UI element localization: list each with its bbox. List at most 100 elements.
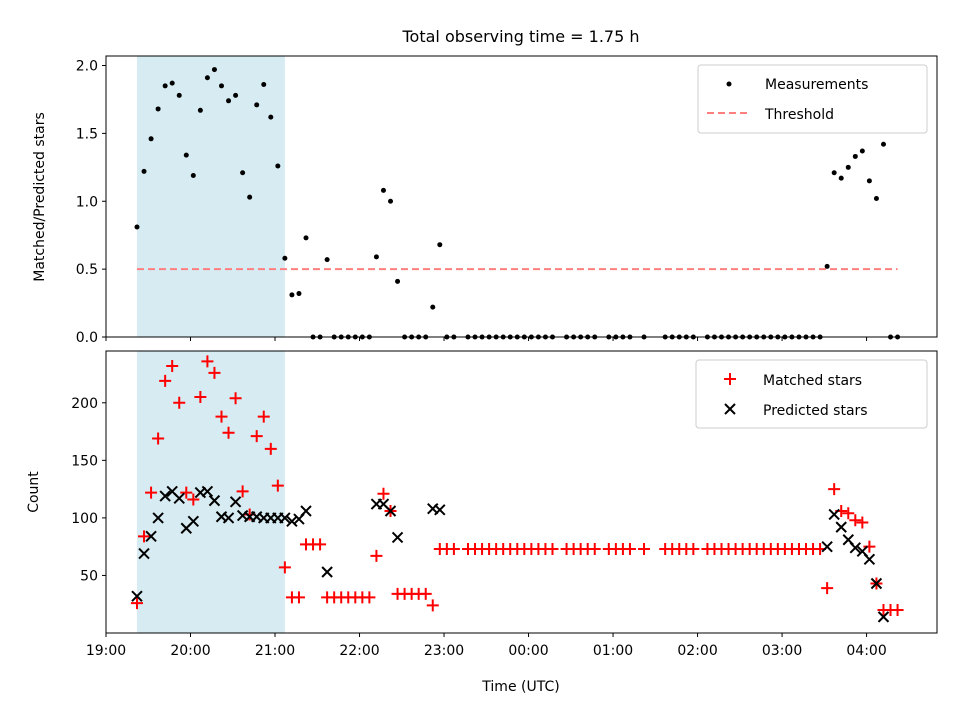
measurement-point [866, 178, 872, 184]
matched-star-point [138, 530, 151, 543]
x-tick-label: 23:00 [424, 643, 464, 659]
measurement-point [204, 75, 210, 81]
matched-star-point [623, 542, 636, 555]
measurement-point [247, 194, 253, 200]
measurement-point [211, 67, 217, 73]
measurement-point [873, 196, 879, 202]
bottom-plot-area [105, 350, 938, 634]
matched-star-point [638, 542, 651, 555]
matched-star-point [194, 391, 207, 404]
y-tick-label: 1.5 [76, 126, 98, 142]
predicted-star-point [434, 504, 446, 516]
x-tick-label: 02:00 [677, 643, 717, 659]
measurement-point [141, 168, 147, 174]
matched-star-point [173, 396, 186, 409]
measurement-point [437, 242, 443, 248]
predicted-star-point [159, 490, 171, 502]
matched-star-point [159, 374, 172, 387]
predicted-star-point [201, 485, 214, 498]
matched-star-point [370, 549, 383, 562]
measurement-point [183, 152, 189, 158]
measurement-point [226, 98, 232, 104]
measurement-point [859, 148, 865, 154]
predicted-star-point [208, 494, 221, 507]
matched-star-point [588, 542, 601, 555]
measurement-point [233, 92, 239, 98]
predicted-star-point [222, 512, 235, 524]
x-tick-label: 20:00 [170, 643, 210, 659]
matched-star-point [130, 597, 143, 610]
bottom-y-axis-label: Count [26, 471, 42, 513]
matched-star-point [687, 542, 700, 555]
predicted-star-point [173, 492, 185, 505]
bottom-panel: 50 100 150 200 19:00 20:00 21:00 22:00 23:00 00:… [26, 350, 938, 695]
matched-star-point [257, 410, 270, 423]
matched-star-point [215, 410, 228, 423]
matched-stars-series [130, 355, 904, 616]
matched-star-point [363, 591, 376, 604]
matched-star-point [842, 507, 855, 520]
bottom-legend-box [695, 359, 928, 429]
threshold-legend-label: Threshold [764, 107, 834, 123]
observing-window-shade-top [136, 56, 285, 337]
predicted-star-point [828, 508, 840, 521]
matched-star-point [891, 603, 904, 616]
measurement-point [380, 187, 386, 193]
predicted-star-point [384, 505, 397, 517]
matched-star-point [292, 591, 305, 604]
matched-star-point [145, 486, 158, 499]
predicted-star-point [877, 611, 890, 623]
matched-star-point [828, 483, 841, 496]
y-tick-label: 0.0 [76, 330, 98, 346]
measurement-point [845, 164, 851, 170]
predicted-star-point [229, 496, 242, 508]
matched-star-point [271, 479, 284, 492]
predicted-star-point [138, 547, 150, 560]
predicted-star-point [300, 505, 312, 517]
measurement-point [838, 175, 844, 181]
measurement-point [303, 235, 309, 241]
x-tick-label: 01:00 [593, 643, 633, 659]
y-tick-label: 100 [71, 511, 98, 527]
chart-title: Total observing time = 1.75 h [401, 27, 639, 46]
y-tick-label: 1.0 [76, 194, 98, 210]
measurement-point [218, 83, 224, 89]
measurement-point [148, 136, 154, 142]
measurement-point [430, 304, 436, 310]
top-y-axis: 0.0 0.5 1.0 1.5 2.0 [76, 59, 106, 346]
bottom-legend: Matched stars Predicted stars [695, 359, 928, 429]
measurements-legend-label: Measurements [765, 77, 868, 93]
top-plot-area [105, 55, 938, 338]
predicted-star-point [870, 577, 883, 590]
measurement-point [296, 291, 302, 297]
matched-star-point [863, 540, 876, 553]
matched-star-point [856, 516, 869, 529]
measurement-point [880, 141, 886, 147]
matched-stars-legend-marker [724, 373, 736, 385]
matched-star-point [201, 355, 214, 368]
y-tick-label: 0.5 [76, 262, 98, 278]
measurement-point [268, 114, 274, 120]
y-tick-label: 2.0 [76, 59, 98, 75]
measurement-point [852, 153, 858, 159]
predicted-star-point [131, 590, 143, 602]
y-tick-label: 150 [71, 453, 98, 469]
predicted-star-point [286, 515, 298, 528]
measurement-point [324, 257, 330, 263]
y-tick-label: 200 [71, 396, 98, 412]
matched-star-point [152, 432, 165, 445]
bottom-y-axis: 50 100 150 200 [71, 396, 106, 584]
measurement-point [289, 292, 295, 298]
bottom-x-axis: 19:00 20:00 21:00 22:00 23:00 00:00 01:00 02:00… [86, 633, 887, 659]
x-axis-label: Time (UTC) [481, 679, 559, 695]
predicted-star-point [152, 512, 164, 524]
matched-star-point [250, 430, 263, 443]
top-panel: 0.00.51.01.52.0 Matched/Predicted stars … [32, 55, 938, 346]
matched-star-point [166, 359, 179, 372]
matched-star-point [447, 542, 460, 555]
predicted-star-point [187, 515, 200, 528]
measurement-point [240, 170, 246, 176]
predicted-star-point [279, 512, 291, 524]
measurement-point [373, 254, 379, 260]
matched-star-point [426, 599, 439, 612]
